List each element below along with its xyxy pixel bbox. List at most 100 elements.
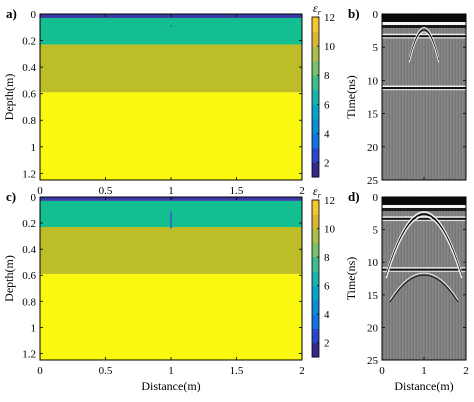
permittivity-layer — [40, 273, 302, 360]
x-tick-label: 0.5 — [99, 185, 113, 197]
y-tick-label: 5 — [373, 225, 379, 237]
colorbar-tick-label: 8 — [324, 252, 330, 264]
y-tick-label: 20 — [367, 322, 379, 334]
diffraction-hyperbola — [408, 29, 440, 61]
diffraction-hyperbola — [408, 31, 440, 63]
x-tick-label: 0 — [37, 185, 43, 197]
colorbar-segment — [312, 133, 319, 149]
x-axis-label: Distance(m) — [394, 379, 453, 393]
secondary-hyperbola — [389, 274, 459, 303]
diffraction-hyperbola — [408, 27, 440, 59]
colorbar-segment — [312, 314, 319, 329]
colorbar-segment — [312, 242, 319, 258]
colorbar-segment — [312, 118, 319, 134]
colorbar-segment — [312, 200, 319, 215]
x-tick-label: 1 — [168, 185, 174, 197]
y-tick-label: 0.2 — [22, 218, 36, 230]
colorbar-tick-label: 12 — [324, 195, 335, 207]
y-tick-label: 1.2 — [22, 348, 36, 360]
x-axis-label: Distance(m) — [141, 379, 200, 393]
x-tick-label: 0 — [379, 365, 385, 377]
colorbar-segment — [312, 31, 319, 47]
y-tick-label: 0 — [373, 192, 379, 204]
direct-wave-dark — [382, 208, 466, 211]
y-tick-label: 5 — [373, 42, 379, 54]
radargram-background — [382, 14, 466, 180]
diffraction-hyperbola — [385, 213, 463, 277]
colorbar-tick-label: 10 — [324, 224, 336, 236]
y-tick-label: 0 — [31, 9, 37, 21]
permittivity-layer — [40, 17, 302, 45]
reflector-bright — [382, 33, 466, 36]
colorbar-segment — [312, 60, 319, 76]
colorbar-tick-label: 2 — [324, 338, 330, 350]
colorbar-tick-label: 8 — [324, 70, 330, 82]
y-tick-label: 0.6 — [22, 89, 36, 101]
colorbar-segment — [312, 147, 319, 163]
y-axis-label: Time(ns) — [344, 257, 358, 301]
secondary-hyperbola — [389, 272, 459, 301]
reflector-dark — [382, 35, 466, 38]
reflector-bright — [382, 89, 466, 91]
colorbar-title: εr — [313, 184, 322, 200]
colorbar-segment — [312, 89, 319, 105]
direct-wave-dark — [382, 14, 466, 22]
y-tick-label: 0.2 — [22, 36, 36, 48]
y-axis-label: Depth(m) — [2, 255, 16, 302]
y-tick-label: 0 — [373, 9, 379, 21]
x-tick-label: 1.5 — [230, 185, 244, 197]
y-tick-label: 0.6 — [22, 270, 36, 282]
colorbar-segment — [312, 285, 319, 301]
x-tick-label: 1 — [168, 365, 174, 377]
reflector-bright — [382, 270, 466, 272]
direct-wave-bright — [382, 205, 466, 208]
colorbar-frame — [311, 16, 320, 178]
colorbar-tick-label: 2 — [324, 157, 330, 169]
reflector-dark — [382, 268, 466, 271]
y-tick-label: 1.2 — [22, 168, 36, 180]
reflector-bright — [382, 37, 466, 39]
y-tick-label: 15 — [367, 109, 379, 121]
colorbar-tick-label: 6 — [324, 99, 330, 111]
colorbar-segment — [312, 271, 319, 287]
colorbar-segment — [312, 342, 319, 358]
radargram-background — [382, 197, 466, 360]
x-tick-label: 0 — [37, 365, 43, 377]
x-tick-label: 2 — [463, 365, 469, 377]
y-tick-label: 0 — [31, 192, 37, 204]
x-tick-label: 2 — [299, 365, 305, 377]
colorbar-frame — [311, 199, 320, 358]
colorbar-segment — [312, 104, 319, 120]
y-tick-label: 15 — [367, 290, 379, 302]
colorbar-segment — [312, 257, 319, 272]
colorbar-title: εr — [313, 1, 322, 17]
reflector-dark — [382, 87, 466, 90]
reflector-bright — [382, 85, 466, 88]
y-tick-label: 10 — [367, 75, 379, 87]
panel-label: b) — [348, 6, 360, 21]
direct-wave-bright — [382, 22, 466, 25]
colorbar-tick-label: 12 — [324, 12, 335, 24]
permittivity-layer — [40, 92, 302, 180]
permittivity-layer — [40, 44, 302, 93]
panel-label: d) — [348, 189, 360, 204]
x-tick-label: 2 — [299, 185, 305, 197]
anomaly-target — [170, 211, 172, 229]
y-tick-label: 10 — [367, 257, 379, 269]
colorbar-segment — [312, 228, 319, 244]
colorbar-tick-label: 4 — [324, 128, 330, 140]
direct-wave-dark — [382, 197, 466, 205]
anomaly-target — [170, 25, 172, 27]
colorbar-tick-label: 4 — [324, 309, 330, 321]
colorbar-segment — [312, 17, 319, 33]
y-tick-label: 1 — [31, 142, 37, 154]
diffraction-hyperbola — [385, 211, 463, 274]
y-tick-label: 20 — [367, 142, 379, 154]
colorbar-tick-label: 6 — [324, 281, 330, 293]
y-tick-label: 0.8 — [22, 115, 36, 127]
colorbar-segment — [312, 214, 319, 230]
permittivity-layer — [40, 226, 302, 274]
colorbar-segment — [312, 299, 319, 315]
y-axis-label: Time(ns) — [344, 75, 358, 119]
